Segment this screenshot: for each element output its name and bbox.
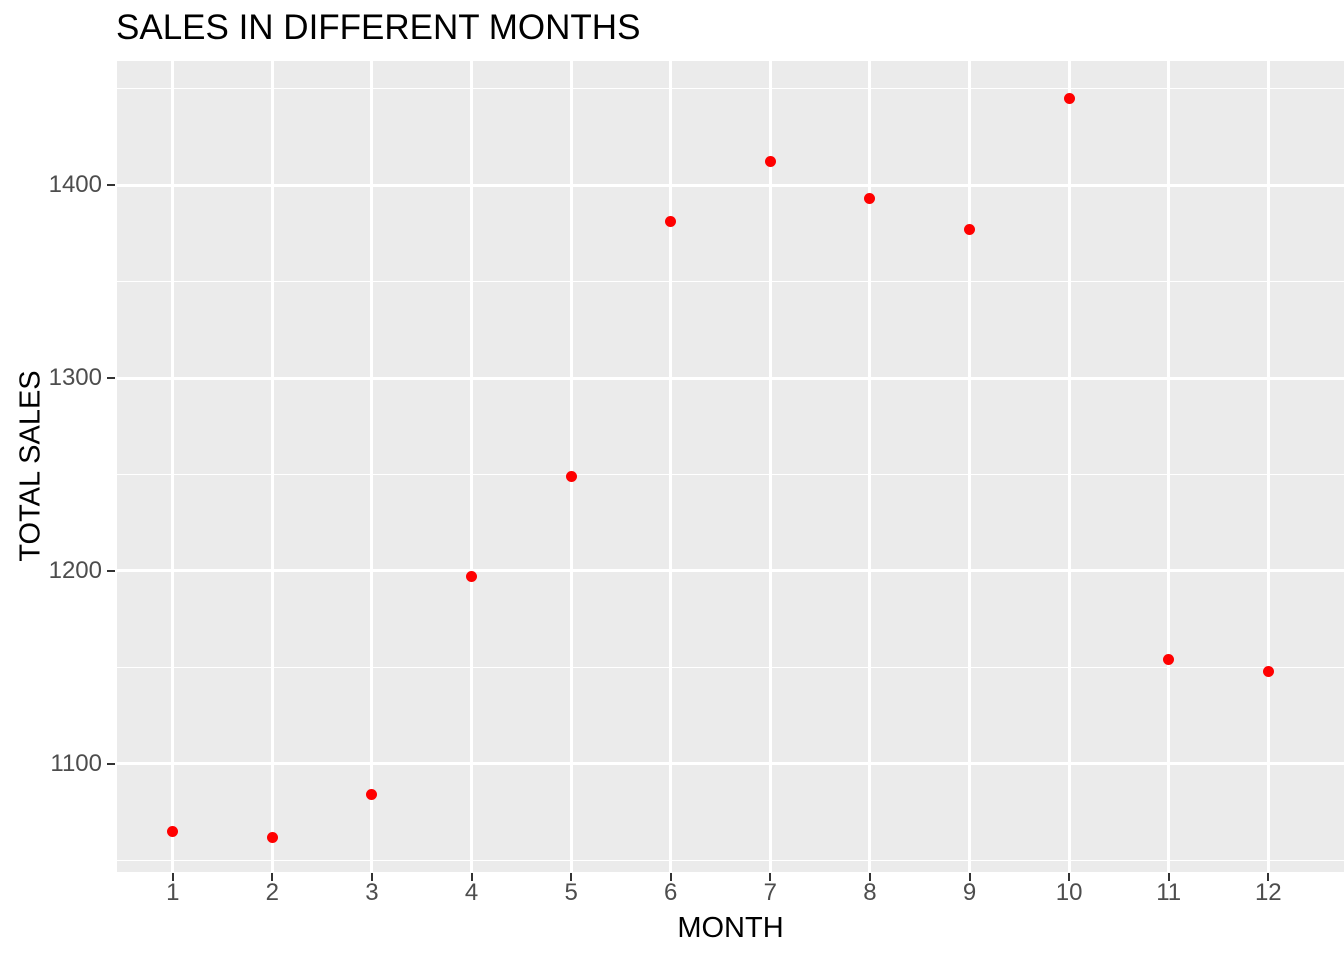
x-major-gridline — [370, 61, 374, 872]
x-tick-mark — [470, 873, 473, 881]
x-tick-mark — [1068, 873, 1071, 881]
data-point — [1262, 665, 1274, 677]
y-tick-label: 1300 — [48, 364, 102, 392]
x-tick-mark — [570, 873, 573, 881]
y-tick-label: 1100 — [50, 749, 102, 777]
x-tick-mark — [669, 873, 672, 881]
x-major-gridline — [768, 61, 772, 872]
x-tick-label: 6 — [664, 879, 678, 906]
x-tick-label: 5 — [564, 879, 578, 906]
x-major-gridline — [470, 61, 474, 872]
y-tick-mark — [107, 377, 115, 380]
x-tick-label: 1 — [166, 879, 180, 906]
data-point — [665, 216, 677, 228]
y-minor-gridline — [117, 87, 1344, 90]
x-tick-mark — [370, 873, 373, 881]
data-point — [565, 470, 577, 482]
x-tick-label: 7 — [763, 879, 777, 906]
y-minor-gridline — [117, 280, 1344, 283]
y-minor-gridline — [117, 859, 1344, 862]
y-axis-title: TOTAL SALES — [14, 370, 47, 562]
x-tick-label: 9 — [962, 879, 977, 906]
data-point — [466, 571, 478, 583]
x-major-gridline — [270, 61, 274, 872]
x-tick-mark — [769, 873, 772, 881]
x-major-gridline — [569, 61, 573, 872]
x-tick-mark — [171, 873, 174, 881]
x-major-gridline — [171, 61, 175, 872]
x-tick-label: 8 — [863, 879, 877, 906]
y-major-gridline — [117, 569, 1344, 573]
x-tick-label: 10 — [1055, 879, 1083, 906]
data-point — [167, 825, 179, 837]
y-major-gridline — [117, 183, 1344, 187]
chart-title: SALES IN DIFFERENT MONTHS — [116, 8, 641, 47]
x-major-gridline — [669, 61, 673, 872]
x-axis-title: MONTH — [677, 912, 784, 944]
x-tick-mark — [1167, 873, 1170, 881]
data-point — [1163, 654, 1175, 666]
x-major-gridline — [1167, 61, 1171, 872]
y-minor-gridline — [117, 666, 1344, 669]
y-major-gridline — [117, 762, 1344, 766]
x-tick-mark — [868, 873, 871, 881]
x-tick-label: 4 — [464, 879, 479, 906]
data-point — [864, 193, 876, 205]
plot-panel — [117, 61, 1344, 872]
x-major-gridline — [968, 61, 972, 872]
y-minor-gridline — [117, 473, 1344, 476]
data-point — [266, 831, 278, 843]
x-major-gridline — [1266, 61, 1270, 872]
x-tick-mark — [968, 873, 971, 881]
x-tick-label: 11 — [1156, 879, 1182, 906]
x-major-gridline — [1067, 61, 1071, 872]
y-major-gridline — [117, 376, 1344, 380]
x-tick-mark — [271, 873, 274, 881]
y-tick-mark — [107, 569, 115, 572]
y-tick-mark — [107, 184, 115, 187]
y-tick-label: 1200 — [48, 556, 102, 584]
data-point — [964, 223, 976, 235]
data-point — [1063, 92, 1075, 104]
x-tick-label: 3 — [365, 879, 379, 906]
data-point — [366, 789, 378, 801]
x-tick-label: 12 — [1254, 879, 1282, 906]
data-point — [764, 156, 776, 168]
y-tick-label: 1400 — [48, 171, 102, 199]
y-tick-mark — [107, 762, 115, 765]
x-tick-mark — [1267, 873, 1270, 881]
x-tick-label: 2 — [265, 879, 280, 906]
x-major-gridline — [868, 61, 872, 872]
